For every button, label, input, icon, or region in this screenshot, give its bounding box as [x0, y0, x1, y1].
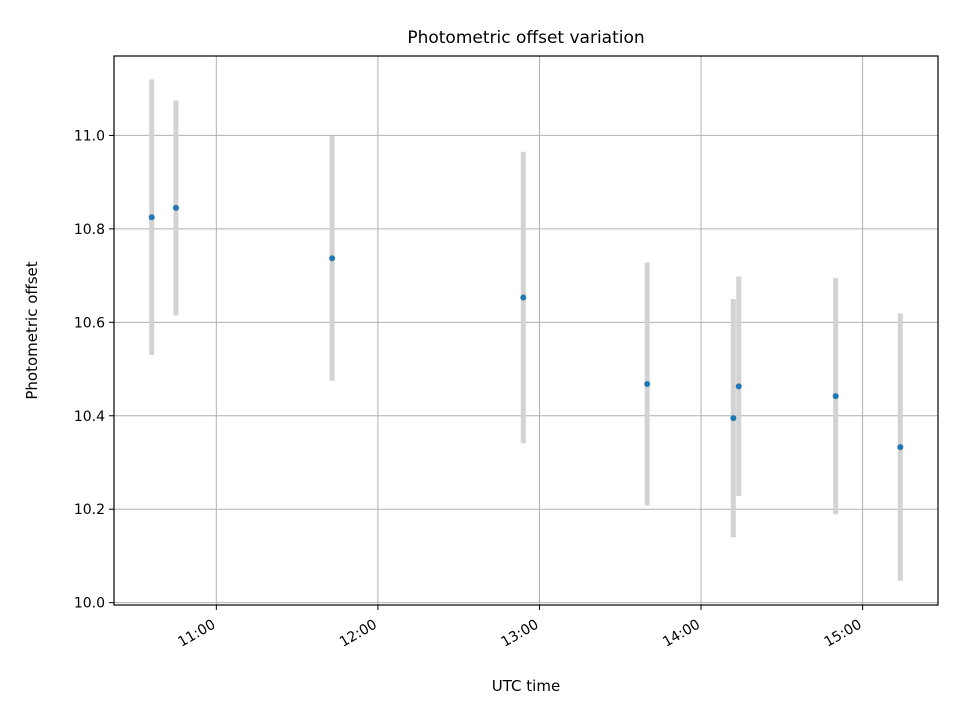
y-axis-label: Photometric offset: [23, 261, 41, 399]
x-tick-label: 14:00: [660, 617, 703, 651]
data-point: [329, 255, 336, 262]
data-point: [172, 204, 179, 211]
data-point: [832, 393, 839, 400]
data-point: [148, 214, 155, 221]
x-tick-label: 13:00: [499, 617, 542, 651]
x-tick-label: 12:00: [337, 617, 380, 651]
data-point: [735, 383, 742, 390]
x-tick-label: 11:00: [175, 617, 218, 651]
x-axis-label: UTC time: [492, 677, 560, 695]
y-tick-label: 10.4: [74, 409, 105, 425]
chart-title: Photometric offset variation: [407, 28, 644, 48]
grid: [114, 56, 938, 605]
data-point: [730, 415, 737, 422]
x-axis-ticks: 11:00 12:00 13:00 14:00 15:00: [175, 605, 865, 651]
y-axis-ticks: 10.0 10.2 10.4 10.6 10.8 11.0: [74, 128, 114, 612]
y-tick-label: 11.0: [74, 128, 105, 144]
data-point: [520, 294, 527, 301]
data-point: [644, 380, 651, 387]
y-tick-label: 10.6: [74, 315, 105, 331]
plot-frame: [113, 55, 939, 606]
y-tick-label: 10.8: [74, 222, 105, 238]
y-tick-label: 10.0: [74, 596, 105, 612]
error-bars: [149, 79, 903, 581]
y-tick-label: 10.2: [74, 502, 105, 518]
x-tick-label: 15:00: [822, 617, 865, 651]
data-points: [148, 204, 904, 451]
data-point: [897, 444, 904, 451]
